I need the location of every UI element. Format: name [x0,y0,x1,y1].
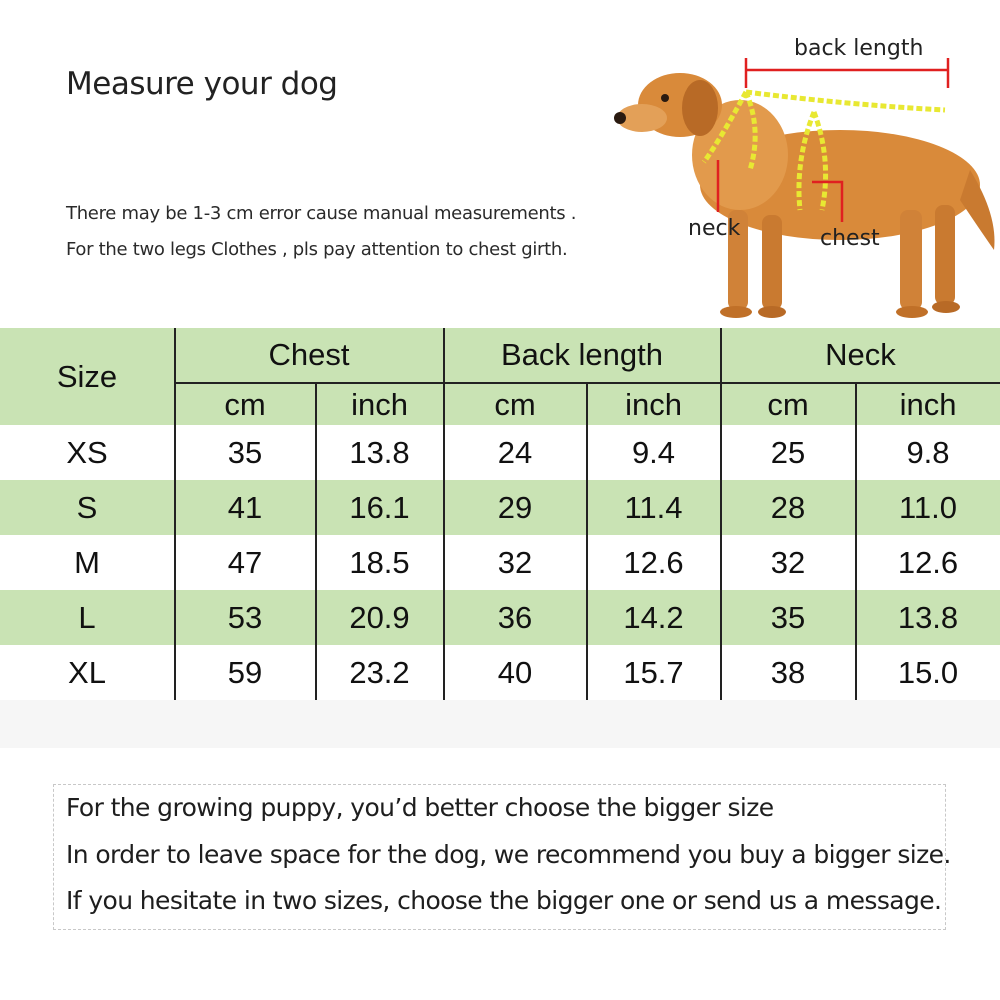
size-table: Size Chest Back length Neck cm inch cm i… [0,328,1000,748]
table-cell: 14.2 [623,599,684,635]
neck-label: neck [688,216,741,241]
chest-group-header: Chest [268,337,350,372]
table-cell: 32 [497,544,533,580]
back-length-label: back length [794,36,924,61]
unit-header: cm [224,386,266,422]
size-label-l: L [78,599,96,635]
unit-header: inch [625,386,682,422]
grid-line [586,383,588,700]
table-cell: 24 [497,434,533,470]
grid-line [174,382,1000,384]
row-band-s [0,480,1000,535]
grid-line [443,328,445,700]
grid-line [720,328,722,700]
dog-figure [614,58,995,318]
table-cell: 15.0 [897,654,959,690]
table-cell: 12.6 [897,544,959,580]
table-cell: 35 [227,434,263,470]
table-cell: 28 [770,489,806,525]
dog-measurement-illustration [600,30,1000,330]
header-band [0,328,1000,425]
table-cell: 23.2 [349,654,410,690]
table-cell: 36 [497,599,533,635]
page-title: Measure your dog [66,66,338,102]
table-cell: 18.5 [349,544,410,580]
row-band-l [0,590,1000,645]
table-cell: 25 [770,434,806,470]
table-cell: 38 [770,654,806,690]
table-cell: 11.4 [624,489,683,525]
back-length-group-header: Back length [501,337,663,372]
table-cell: 32 [770,544,806,580]
table-cell: 53 [227,599,263,635]
row-band-m [0,535,1000,590]
chest-girth-note: For the two legs Clothes , pls pay atten… [66,239,568,260]
table-cell: 20.9 [349,599,410,635]
table-cell: 9.4 [631,434,676,470]
table-cell: 12.6 [623,544,684,580]
table-cell: 41 [227,489,263,525]
size-label-xs: XS [66,434,108,470]
table-cell: 9.8 [906,434,950,470]
advice-line: For the growing puppy, you’d better choo… [66,793,774,822]
table-cell: 13.8 [349,434,410,470]
row-band-xs [0,425,1000,480]
grid-line [174,328,176,700]
measurement-error-note: There may be 1-3 cm error cause manual m… [66,203,577,224]
table-cell: 16.1 [349,489,410,525]
table-cell: 15.7 [623,654,684,690]
unit-header: cm [767,386,809,422]
sizing-advice-box: For the growing puppy, you’d better choo… [53,784,951,930]
size-label-m: M [74,544,100,580]
grid-line [855,383,857,700]
chest-label: chest [820,226,880,251]
table-cell: 35 [770,599,806,635]
table-cell: 13.8 [897,599,959,635]
size-label-s: S [76,489,98,525]
size-column-header: Size [56,358,118,394]
row-band-xl [0,645,1000,700]
table-footer-band [0,700,1000,748]
table-cell: 47 [227,544,263,580]
table-cell: 40 [497,654,533,690]
table-cell: 29 [497,489,533,525]
advice-line: If you hesitate in two sizes, choose the… [66,886,942,915]
unit-header: inch [899,386,957,422]
unit-header: cm [494,386,536,422]
size-label-xl: XL [68,654,106,690]
neck-group-header: Neck [825,337,896,372]
unit-header: inch [351,386,408,422]
table-cell: 11.0 [898,489,958,525]
grid-line [315,383,317,700]
advice-line: In order to leave space for the dog, we … [66,840,951,869]
table-cell: 59 [227,654,263,690]
